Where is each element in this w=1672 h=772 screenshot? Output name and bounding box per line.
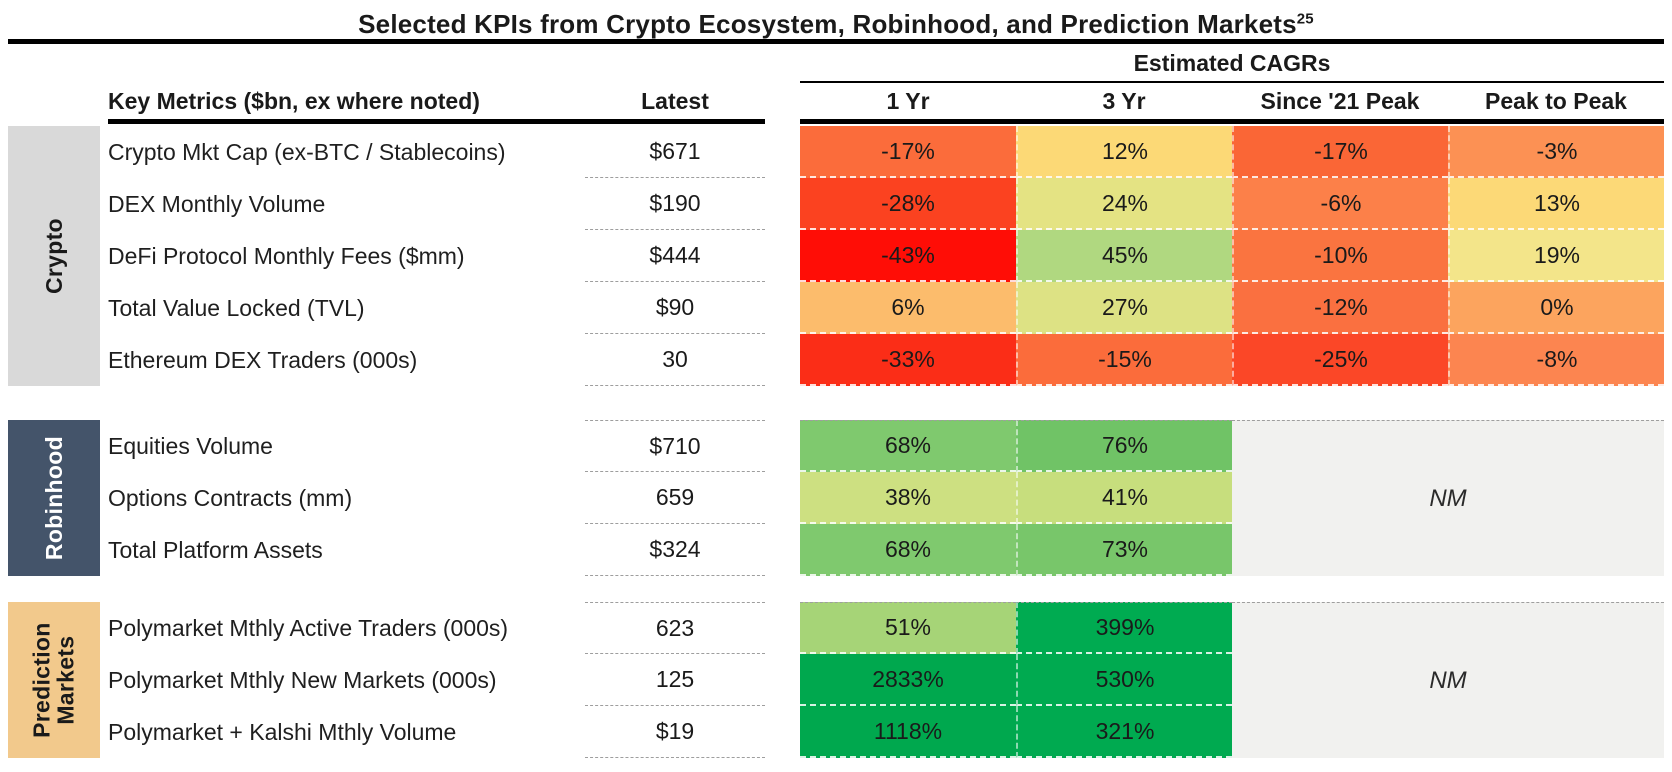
cagr-cell: -33% xyxy=(800,334,1016,386)
header-underline-cagr xyxy=(800,119,1664,124)
latest-value: 623 xyxy=(585,602,765,654)
section-prediction-markets: Prediction Markets Polymarket Mthly Acti… xyxy=(8,602,1664,758)
latest-value: $19 xyxy=(585,706,765,758)
metric-label: Ethereum DEX Traders (000s) xyxy=(108,346,418,373)
cagr-cell: 399% xyxy=(1016,602,1232,654)
metric-label: Polymarket Mthly Active Traders (000s) xyxy=(108,614,509,641)
cagr-cell: 530% xyxy=(1016,654,1232,706)
title-footnote-superscript: 25 xyxy=(1296,10,1314,28)
kpi-table-page: Selected KPIs from Crypto Ecosystem, Rob… xyxy=(8,0,1664,758)
page-title: Selected KPIs from Crypto Ecosystem, Rob… xyxy=(358,9,1314,40)
section-sidebar-prediction-markets: Prediction Markets xyxy=(8,602,100,758)
cagr-cell: -10% xyxy=(1232,230,1448,282)
cagr-cell: 27% xyxy=(1016,282,1232,334)
metric-label: Equities Volume xyxy=(108,432,273,459)
page-title-text: Selected KPIs from Crypto Ecosystem, Rob… xyxy=(358,9,1297,39)
latest-value: $90 xyxy=(585,282,765,334)
column-header-key-metrics: Key Metrics ($bn, ex where noted) xyxy=(108,88,480,114)
metric-label: Total Value Locked (TVL) xyxy=(108,294,365,321)
cagr-cell: 68% xyxy=(800,524,1016,576)
section-label-robinhood: Robinhood xyxy=(40,435,67,561)
latest-value: 30 xyxy=(585,334,765,386)
header-underline-left xyxy=(108,119,765,124)
metric-label: Options Contracts (mm) xyxy=(108,484,353,511)
column-header-latest: Latest xyxy=(641,88,709,114)
cagr-cell: 41% xyxy=(1016,472,1232,524)
metric-label: Total Platform Assets xyxy=(108,536,323,563)
cagr-cell: -25% xyxy=(1232,334,1448,386)
cagr-cell: 24% xyxy=(1016,178,1232,230)
section-label-crypto: Crypto xyxy=(40,218,67,294)
latest-value: 125 xyxy=(585,654,765,706)
cagr-cell: -28% xyxy=(800,178,1016,230)
cagr-cell: 38% xyxy=(800,472,1016,524)
cagr-cell: -17% xyxy=(1232,126,1448,178)
nm-merged-cell-robinhood: NM xyxy=(1232,420,1664,576)
cagr-cell: 13% xyxy=(1448,178,1664,230)
latest-value: $710 xyxy=(585,420,765,472)
section-crypto: Crypto Crypto Mkt Cap (ex-BTC / Stableco… xyxy=(8,126,1664,386)
cagr-cell: -3% xyxy=(1448,126,1664,178)
latest-value: $324 xyxy=(585,524,765,576)
latest-value: $444 xyxy=(585,230,765,282)
column-header-peak-to-peak: Peak to Peak xyxy=(1485,88,1627,114)
cagr-cell: 0% xyxy=(1448,282,1664,334)
cagr-cell: 76% xyxy=(1016,420,1232,472)
estimated-cagrs-group-header: Estimated CAGRs xyxy=(800,47,1664,83)
column-header-3yr: 3 Yr xyxy=(1102,88,1146,114)
section-sidebar-crypto: Crypto xyxy=(8,126,100,386)
cagr-cell: 73% xyxy=(1016,524,1232,576)
latest-value: $671 xyxy=(585,126,765,178)
cagr-cell: -15% xyxy=(1016,334,1232,386)
cagr-cell: 1118% xyxy=(800,706,1016,758)
metric-label: Crypto Mkt Cap (ex-BTC / Stablecoins) xyxy=(108,138,506,165)
cagr-cell: -8% xyxy=(1448,334,1664,386)
title-row: Selected KPIs from Crypto Ecosystem, Rob… xyxy=(8,0,1664,39)
cagr-cell: 68% xyxy=(800,420,1016,472)
cagr-cell: 6% xyxy=(800,282,1016,334)
table-header: Estimated CAGRs Key Metrics ($bn, ex whe… xyxy=(8,47,1664,124)
cagr-cell: -12% xyxy=(1232,282,1448,334)
metric-label: DeFi Protocol Monthly Fees ($mm) xyxy=(108,242,465,269)
section-robinhood: Robinhood Equities Volume $710 68% 76% O… xyxy=(8,420,1664,576)
cagr-cell: -43% xyxy=(800,230,1016,282)
cagr-cell: 2833% xyxy=(800,654,1016,706)
latest-value: $190 xyxy=(585,178,765,230)
section-sidebar-robinhood: Robinhood xyxy=(8,420,100,576)
cagr-cell: 19% xyxy=(1448,230,1664,282)
cagr-cell: -17% xyxy=(800,126,1016,178)
latest-value: 659 xyxy=(585,472,765,524)
section-label-prediction-markets: Prediction Markets xyxy=(28,622,79,738)
column-header-since-21-peak: Since '21 Peak xyxy=(1260,88,1420,114)
cagr-cell: 12% xyxy=(1016,126,1232,178)
cagr-cell: 51% xyxy=(800,602,1016,654)
metric-label: DEX Monthly Volume xyxy=(108,190,326,217)
cagr-cell: -6% xyxy=(1232,178,1448,230)
cagr-cell: 45% xyxy=(1016,230,1232,282)
cagr-cell: 321% xyxy=(1016,706,1232,758)
nm-merged-cell-prediction-markets: NM xyxy=(1232,602,1664,758)
column-header-1yr: 1 Yr xyxy=(886,88,930,114)
title-divider-rule xyxy=(8,39,1664,44)
metric-label: Polymarket Mthly New Markets (000s) xyxy=(108,666,497,693)
metric-label: Polymarket + Kalshi Mthly Volume xyxy=(108,718,457,745)
